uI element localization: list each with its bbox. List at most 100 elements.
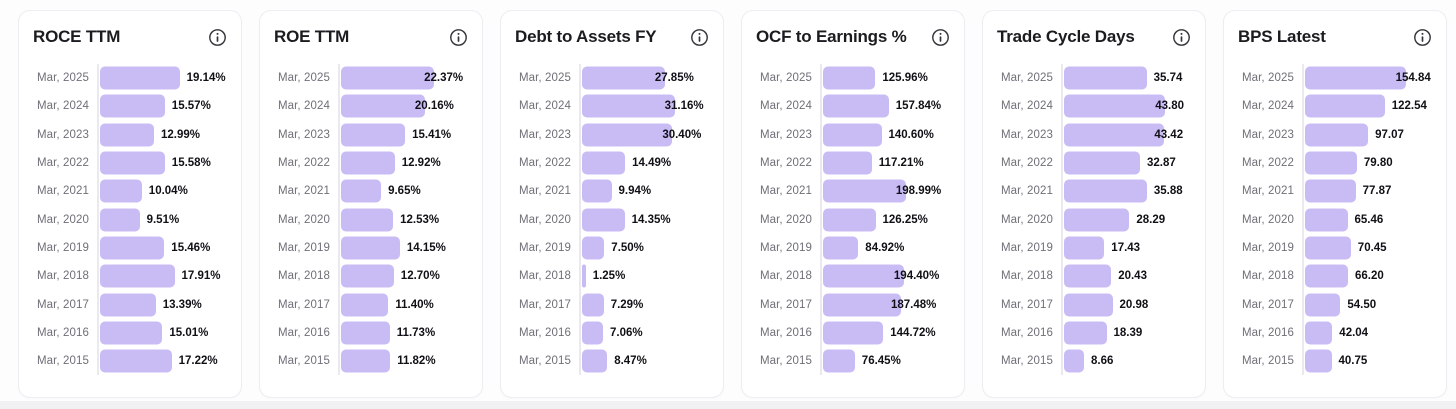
bar-plot: 12.99% xyxy=(97,120,227,149)
value-bar xyxy=(1305,293,1341,317)
value-bar xyxy=(1064,179,1147,203)
value-label: 27.85% xyxy=(654,72,694,85)
year-label: Mar, 2015 xyxy=(759,355,812,368)
year-label: Mar, 2016 xyxy=(1000,326,1053,339)
value-label: 12.70% xyxy=(400,270,440,283)
value-bar xyxy=(582,264,586,288)
chart-row: Mar, 2024 122.54 xyxy=(1238,92,1432,121)
info-icon[interactable] xyxy=(689,27,709,47)
value-label: 17.43 xyxy=(1111,241,1141,254)
chart-row: Mar, 2023 15.41% xyxy=(274,120,468,149)
chart-row: Mar, 2024 31.16% xyxy=(515,92,709,121)
value-label: 42.04 xyxy=(1339,326,1369,339)
info-icon[interactable] xyxy=(1171,27,1191,47)
value-label: 157.84% xyxy=(895,100,942,113)
chart-row: Mar, 2016 15.01% xyxy=(33,318,227,347)
bar-plot: 15.58% xyxy=(97,148,227,178)
value-bar xyxy=(582,321,603,345)
value-label: 76.45% xyxy=(861,355,901,368)
bar-plot: 40.75 xyxy=(1302,346,1432,376)
bar-plot: 9.94% xyxy=(579,177,709,206)
bar-plot: 15.57% xyxy=(97,92,227,121)
year-label: Mar, 2015 xyxy=(1241,355,1294,368)
value-bar xyxy=(100,293,156,317)
bar-plot: 19.14% xyxy=(97,64,227,93)
value-bar xyxy=(582,179,612,203)
value-bar xyxy=(823,293,901,317)
year-label: Mar, 2017 xyxy=(1000,298,1053,311)
bar-plot: 54.50 xyxy=(1302,290,1432,319)
year-label: Mar, 2022 xyxy=(277,157,330,170)
bar-chart: Mar, 2025 125.96% Mar, 2024 157.84% Mar, 202… xyxy=(756,64,950,376)
bar-plot: 20.16% xyxy=(338,92,468,121)
year-label: Mar, 2023 xyxy=(1000,128,1053,141)
card-title: ROCE TTM xyxy=(33,27,121,46)
chart-row: Mar, 2023 43.42 xyxy=(997,120,1191,149)
info-icon-glyph xyxy=(1413,28,1431,46)
bar-plot: 76.45% xyxy=(820,346,950,376)
value-bar xyxy=(582,66,665,90)
value-label: 19.14% xyxy=(186,72,226,85)
bar-plot: 79.80 xyxy=(1302,148,1432,178)
value-label: 11.73% xyxy=(396,326,436,339)
info-icon[interactable] xyxy=(930,27,950,47)
value-label: 15.57% xyxy=(171,100,211,113)
value-label: 31.16% xyxy=(664,100,704,113)
bar-plot: 66.20 xyxy=(1302,262,1432,291)
value-bar xyxy=(582,208,625,232)
value-bar xyxy=(1305,236,1351,260)
bar-plot: 22.37% xyxy=(338,64,468,93)
info-icon[interactable] xyxy=(207,27,227,47)
info-icon[interactable] xyxy=(448,27,468,47)
value-bar xyxy=(1305,349,1332,373)
year-label: Mar, 2020 xyxy=(1241,213,1294,226)
year-label: Mar, 2024 xyxy=(36,100,89,113)
chart-row: Mar, 2024 157.84% xyxy=(756,92,950,121)
value-bar xyxy=(1064,94,1166,118)
value-label: 35.74 xyxy=(1153,72,1183,85)
chart-row: Mar, 2019 7.50% xyxy=(515,233,709,263)
value-label: 40.75 xyxy=(1338,355,1368,368)
bar-plot: 84.92% xyxy=(820,233,950,263)
card-header: ROCE TTM xyxy=(33,27,227,47)
chart-row: Mar, 2017 187.48% xyxy=(756,290,950,319)
info-icon[interactable] xyxy=(1412,27,1432,47)
value-bar xyxy=(100,264,175,288)
value-label: 84.92% xyxy=(865,241,905,254)
value-label: 13.39% xyxy=(162,298,202,311)
year-label: Mar, 2020 xyxy=(759,213,812,226)
year-label: Mar, 2018 xyxy=(759,270,812,283)
bar-chart: Mar, 2025 27.85% Mar, 2024 31.16% Mar, 2023 3… xyxy=(515,64,709,376)
value-label: 70.45 xyxy=(1357,241,1387,254)
year-label: Mar, 2015 xyxy=(518,355,571,368)
page-bottom-strip xyxy=(0,401,1456,409)
value-label: 12.53% xyxy=(400,213,440,226)
year-label: Mar, 2018 xyxy=(277,270,330,283)
year-label: Mar, 2019 xyxy=(36,241,89,254)
bar-plot: 65.46 xyxy=(1302,205,1432,234)
chart-row: Mar, 2025 27.85% xyxy=(515,64,709,93)
metric-card-5: Trade Cycle Days Mar, 2025 35.74 Mar, 2024… xyxy=(982,10,1206,398)
chart-row: Mar, 2025 22.37% xyxy=(274,64,468,93)
chart-row: Mar, 2021 35.88 xyxy=(997,177,1191,206)
chart-row: Mar, 2023 97.07 xyxy=(1238,120,1432,149)
value-bar xyxy=(1305,66,1406,90)
year-label: Mar, 2023 xyxy=(759,128,812,141)
bar-plot: 7.06% xyxy=(579,318,709,347)
card-title: OCF to Earnings % xyxy=(756,27,907,46)
metric-card-6: BPS Latest Mar, 2025 154.84 Mar, 2024 122.5… xyxy=(1223,10,1447,398)
chart-row: Mar, 2015 17.22% xyxy=(33,346,227,376)
value-bar xyxy=(341,66,435,90)
bar-plot: 7.50% xyxy=(579,233,709,263)
value-bar xyxy=(1305,179,1356,203)
bar-plot: 27.85% xyxy=(579,64,709,93)
year-label: Mar, 2025 xyxy=(1241,72,1294,85)
bar-plot: 8.47% xyxy=(579,346,709,376)
year-label: Mar, 2022 xyxy=(1000,157,1053,170)
value-bar xyxy=(341,208,394,232)
year-label: Mar, 2025 xyxy=(1000,72,1053,85)
chart-row: Mar, 2015 8.66 xyxy=(997,346,1191,376)
value-label: 32.87 xyxy=(1147,157,1176,170)
bar-plot: 15.01% xyxy=(97,318,227,347)
bar-plot: 198.99% xyxy=(820,177,950,206)
